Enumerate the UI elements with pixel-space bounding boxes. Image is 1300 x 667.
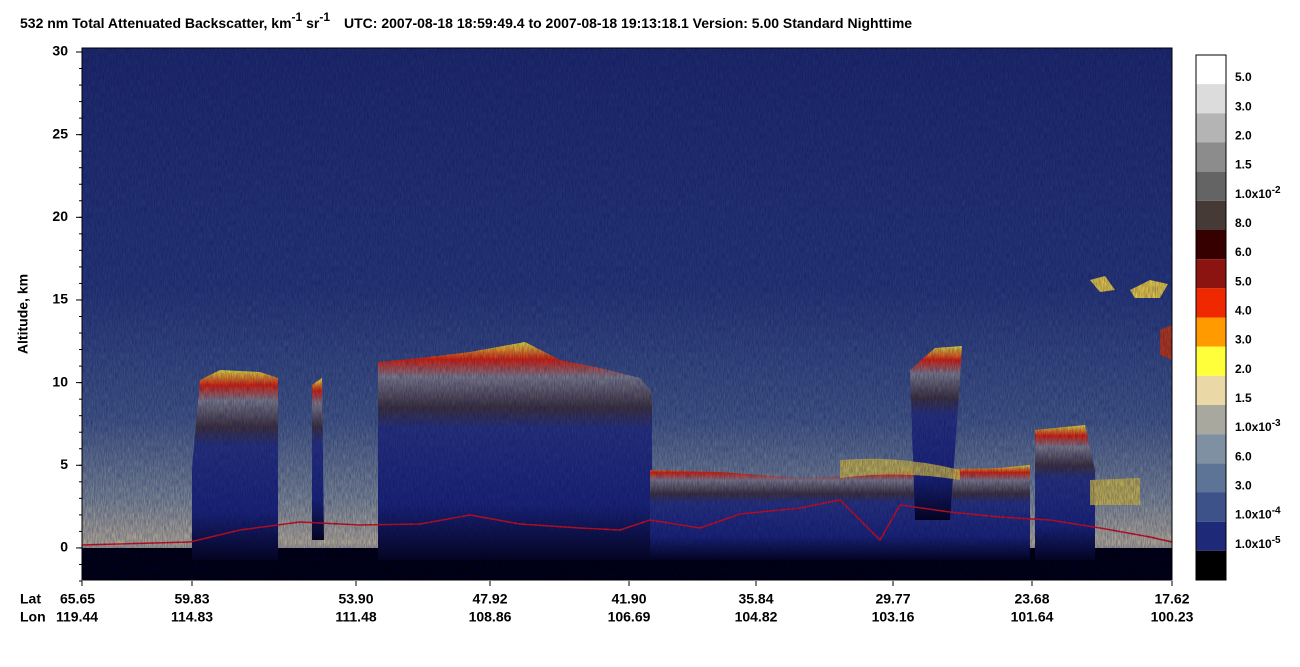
colorbar-label-base: 1.0x10 [1235, 420, 1272, 434]
title-rest: UTC: 2007-08-18 18:59:49.4 to 2007-08-18… [344, 15, 912, 31]
colorbar-swatch [1196, 200, 1226, 230]
colorbar-label-exp: -2 [1272, 184, 1281, 195]
lat-label: 47.92 [472, 591, 507, 607]
y-tick-label: 15 [52, 291, 68, 307]
colorbar-label: 2.0 [1235, 129, 1252, 143]
colorbar-label-base: 5.0 [1235, 275, 1252, 289]
y-tick-label: 20 [52, 208, 68, 224]
colorbar-swatch [1196, 492, 1226, 522]
colorbar-label: 1.0x10-2 [1235, 184, 1281, 201]
y-tick-label: 30 [52, 43, 68, 59]
lat-label: 17.62 [1154, 591, 1189, 607]
colorbar-swatch [1196, 142, 1226, 172]
colorbar-swatch [1196, 230, 1226, 260]
colorbar-swatch [1196, 521, 1226, 551]
colorbar-swatch [1196, 55, 1226, 85]
colorbar-swatch [1196, 434, 1226, 464]
colorbar-label-base: 1.0x10 [1235, 537, 1272, 551]
colorbar-swatch [1196, 405, 1226, 435]
colorbar-label-exp: -3 [1272, 418, 1281, 429]
colorbar-label-base: 1.5 [1235, 158, 1252, 172]
colorbar-label: 3.0 [1235, 479, 1252, 493]
title-main: 532 nm Total Attenuated Backscatter, km [20, 15, 292, 31]
plot-frame [81, 47, 1173, 581]
colorbar-label: 3.0 [1235, 333, 1252, 347]
noise [82, 48, 1172, 580]
colorbar-label: 4.0 [1235, 304, 1252, 318]
colorbar-label: 1.5 [1235, 391, 1252, 405]
colorbar-label-exp: -5 [1272, 534, 1281, 545]
lon-label: 106.69 [608, 609, 651, 625]
colorbar-label: 8.0 [1235, 216, 1252, 230]
colorbar-label: 3.0 [1235, 100, 1252, 114]
y-tick-label: 25 [52, 125, 68, 141]
colorbar-swatch [1196, 113, 1226, 143]
lon-label: 108.86 [469, 609, 512, 625]
colorbar-label-base: 3.0 [1235, 479, 1252, 493]
colorbar-swatch [1196, 84, 1226, 114]
lat-label: 53.90 [338, 591, 373, 607]
colorbar-frame [1195, 54, 1227, 581]
colorbar-label-exp: -4 [1272, 505, 1281, 516]
x-row-label: Lon [20, 609, 46, 625]
colorbar-label: 1.0x10-4 [1235, 505, 1281, 522]
colorbar-label: 2.0 [1235, 362, 1252, 376]
lon-label: 119.44 [56, 609, 98, 625]
colorbar-label-base: 4.0 [1235, 304, 1252, 318]
y-tick-label: 0 [60, 539, 68, 555]
lon-label: 114.83 [171, 609, 213, 625]
title-mid: sr [302, 15, 320, 31]
colorbar-label: 1.0x10-5 [1235, 534, 1281, 551]
y-tick-label: 10 [52, 373, 68, 389]
chart-title: 532 nm Total Attenuated Backscatter, km-… [20, 10, 912, 31]
colorbar-swatch [1196, 346, 1226, 376]
colorbar-label-base: 6.0 [1235, 450, 1252, 464]
colorbar-label-base: 6.0 [1235, 245, 1252, 259]
lat-label: 35.84 [738, 591, 773, 607]
colorbar-swatch [1196, 550, 1226, 580]
lon-label: 100.23 [1151, 609, 1194, 625]
colorbar-label-base: 3.0 [1235, 333, 1252, 347]
y-axis-label: Altitude, km [15, 274, 31, 354]
x-row-label: Lat [20, 591, 41, 607]
colorbar-swatch [1196, 463, 1226, 493]
colorbar-label-base: 3.0 [1235, 100, 1252, 114]
colorbar-label-base: 1.0x10 [1235, 187, 1272, 201]
lon-label: 103.16 [872, 609, 915, 625]
colorbar-label: 1.5 [1235, 158, 1252, 172]
colorbar-swatch [1196, 375, 1226, 405]
curtain-image [81, 47, 1173, 581]
colorbar-swatch [1196, 171, 1226, 201]
colorbar-label: 1.0x10-3 [1235, 418, 1281, 435]
colorbar-swatch [1196, 288, 1226, 318]
colorbar-label-base: 1.5 [1235, 391, 1252, 405]
colorbar-label: 5.0 [1235, 70, 1252, 84]
colorbar-swatch [1196, 259, 1226, 289]
colorbar-label-base: 2.0 [1235, 129, 1252, 143]
lat-label: 65.65 [60, 591, 95, 607]
colorbar-label-base: 1.0x10 [1235, 508, 1272, 522]
lat-label: 23.68 [1014, 591, 1049, 607]
y-tick-label: 5 [60, 456, 68, 472]
title-sup: -1 [292, 10, 303, 24]
colorbar-label: 5.0 [1235, 275, 1252, 289]
colorbar-label-base: 5.0 [1235, 70, 1252, 84]
lat-label: 41.90 [611, 591, 646, 607]
title-sup: -1 [319, 10, 330, 24]
lon-label: 104.82 [735, 609, 778, 625]
colorbar-label-base: 8.0 [1235, 216, 1252, 230]
colorbar-label: 6.0 [1235, 450, 1252, 464]
colorbar-label-base: 2.0 [1235, 362, 1252, 376]
colorbar-label: 6.0 [1235, 245, 1252, 259]
lon-label: 101.64 [1011, 609, 1054, 625]
lat-label: 29.77 [875, 591, 910, 607]
lat-label: 59.83 [174, 591, 209, 607]
lon-label: 111.48 [335, 609, 376, 625]
colorbar-swatch [1196, 317, 1226, 347]
